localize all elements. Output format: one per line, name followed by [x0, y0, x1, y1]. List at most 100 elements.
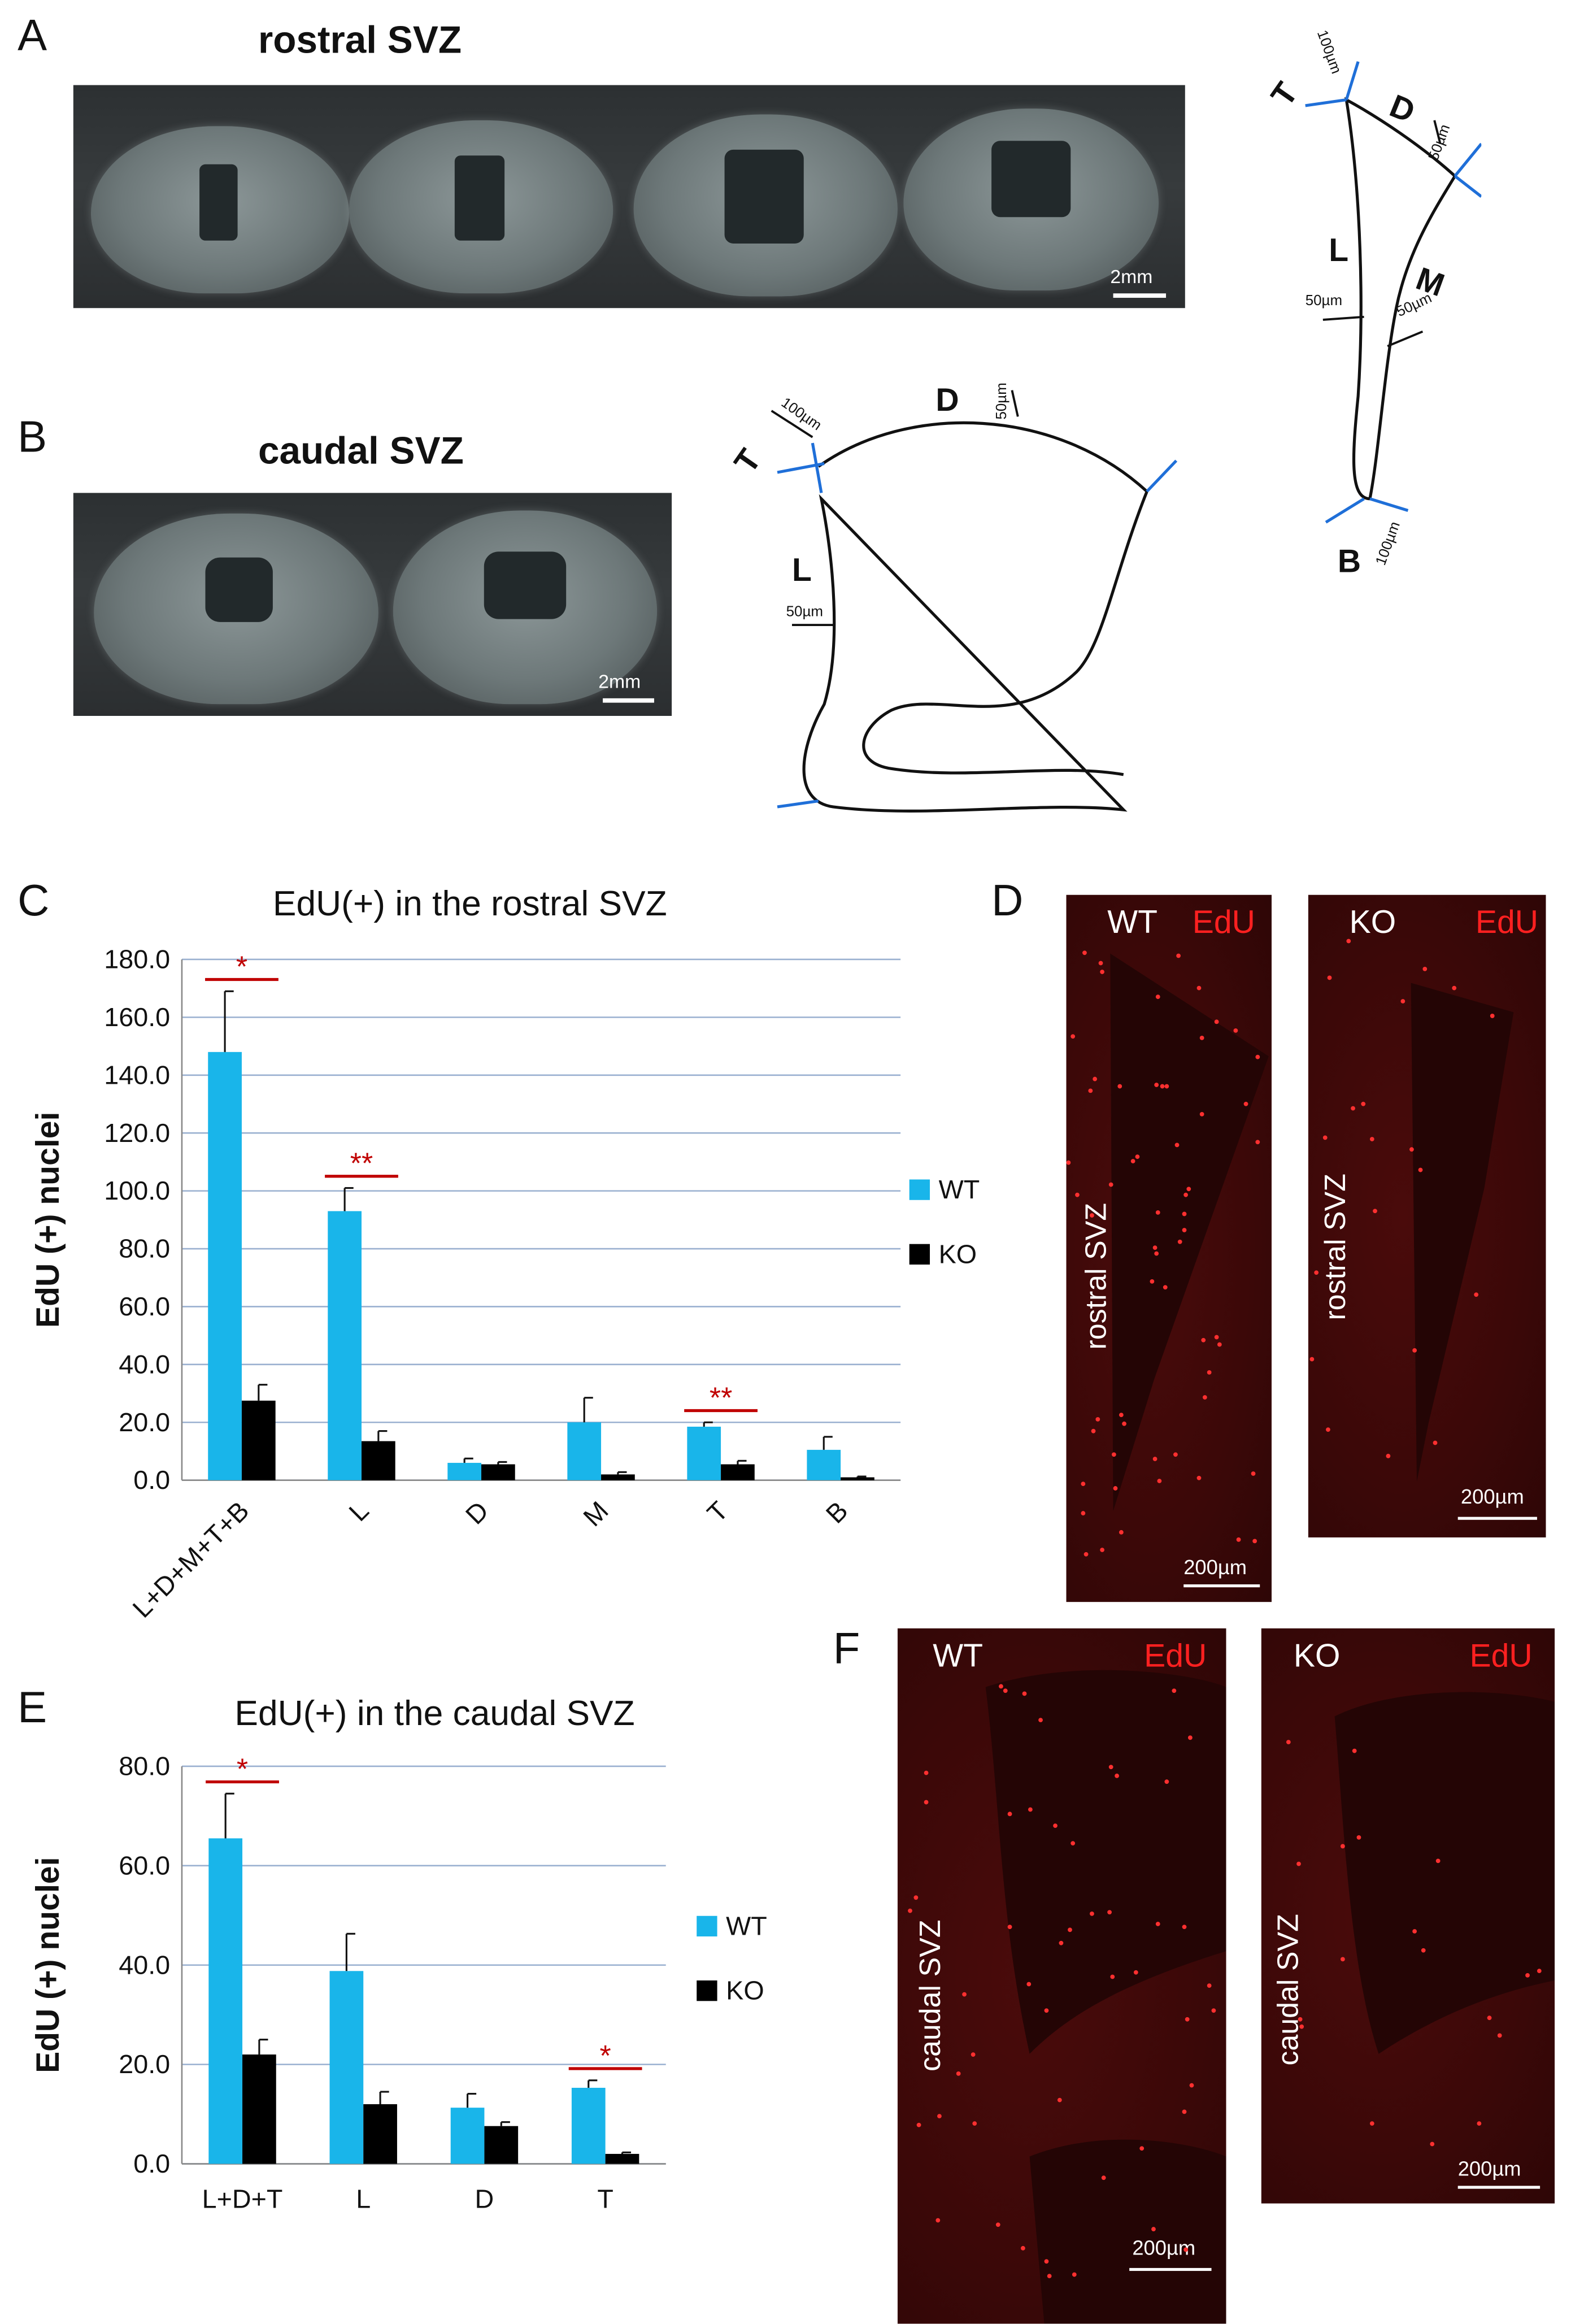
- edu-speckle: [1298, 2017, 1303, 2022]
- edu-speckle: [1164, 1779, 1169, 1784]
- edu-speckle: [1326, 1427, 1330, 1432]
- panel-letter-a: A: [18, 11, 47, 60]
- region-label: T: [1264, 76, 1306, 112]
- region-label: L: [792, 552, 812, 588]
- edu-speckle: [1412, 1348, 1417, 1353]
- panel-letter-b: B: [18, 414, 47, 462]
- wt-label: WT: [1107, 903, 1158, 941]
- rostral-ko-edu-image: KO EdU rostral SVZ 200µm: [1308, 894, 1546, 1537]
- bar-wt: [328, 1211, 362, 1480]
- region-label: L: [1329, 232, 1348, 268]
- edu-speckle: [1187, 1735, 1193, 1740]
- edu-speckle: [1183, 2247, 1188, 2252]
- legend-label: WT: [939, 1175, 980, 1204]
- boundary-marker: [777, 800, 819, 809]
- scale-bar-label: 200µm: [1132, 2235, 1196, 2260]
- dimension-label: 50µm: [786, 602, 823, 619]
- edu-speckle: [1199, 1035, 1204, 1040]
- edu-speckle: [1053, 1823, 1058, 1828]
- edu-speckle: [1090, 1213, 1094, 1218]
- edu-speckle: [1119, 1530, 1124, 1535]
- dimension-label: 50µm: [1306, 292, 1342, 309]
- edu-speckle: [1214, 1335, 1219, 1340]
- edu-speckle: [1177, 1239, 1182, 1244]
- x-tick-label: L: [343, 1496, 374, 1527]
- caudal-slices-photo: 2mm: [73, 493, 672, 716]
- x-tick-label: D: [475, 2184, 494, 2213]
- significance-star: *: [236, 950, 247, 983]
- edu-speckle: [1386, 1453, 1391, 1458]
- ventricle-shape: [1110, 953, 1269, 1511]
- panel-letter-e: E: [18, 1684, 47, 1733]
- edu-speckle: [1163, 1285, 1168, 1290]
- brain-slice: [94, 513, 378, 705]
- edu-speckle: [1174, 1143, 1180, 1148]
- bar-ko: [363, 2104, 397, 2164]
- region-label: B: [1338, 544, 1361, 580]
- edu-speckle: [1098, 961, 1103, 966]
- edu-speckle: [1100, 970, 1105, 974]
- y-axis-label: EdU (+) nuclei: [30, 1857, 66, 2073]
- rostral-svz-label: rostral SVZ: [1081, 1202, 1113, 1350]
- panel-letter-d: D: [991, 877, 1024, 926]
- edu-speckle: [1075, 1192, 1080, 1197]
- edu-speckle: [1047, 2274, 1052, 2279]
- boundary-marker: [1325, 497, 1365, 524]
- edu-label: EdU: [1144, 1637, 1207, 1674]
- ko-label: KO: [1349, 903, 1396, 941]
- chart-title: EdU(+) in the caudal SVZ: [234, 1694, 635, 1734]
- edu-speckle: [1182, 2109, 1187, 2114]
- edu-speckle: [1083, 1552, 1089, 1557]
- edu-speckle: [1201, 1337, 1206, 1343]
- x-tick-label: B: [820, 1496, 854, 1529]
- edu-speckle: [1341, 1957, 1345, 1962]
- edu-speckle: [1021, 2245, 1025, 2251]
- edu-speckle: [1007, 1925, 1012, 1930]
- edu-speckle: [1490, 1014, 1495, 1018]
- edu-speckle: [1091, 1428, 1096, 1434]
- dimension-bar: [1322, 315, 1364, 321]
- edu-speckle: [1038, 1718, 1043, 1723]
- y-tick-label: 40.0: [119, 1349, 170, 1379]
- scale-bar-label: 200µm: [1183, 1555, 1247, 1579]
- bar-wt: [208, 1838, 243, 2164]
- edu-speckle: [1150, 1279, 1155, 1284]
- edu-speckle: [1157, 1479, 1162, 1483]
- edu-speckle: [1369, 2121, 1374, 2126]
- rostral-svz-title: rostral SVZ: [258, 18, 462, 62]
- edu-speckle: [1081, 1511, 1086, 1515]
- edu-speckle: [1352, 1748, 1357, 1753]
- edu-speckle: [1202, 1395, 1207, 1400]
- boundary-marker: [811, 442, 823, 493]
- edu-speckle: [1164, 1084, 1169, 1089]
- edu-speckle: [962, 1992, 967, 1997]
- edu-speckle: [1110, 1974, 1115, 1979]
- edu-speckle: [1251, 1471, 1256, 1476]
- brain-slice: [903, 108, 1159, 291]
- edu-speckle: [1435, 1858, 1441, 1863]
- edu-speckle: [1090, 1911, 1094, 1916]
- edu-speckle: [1152, 1457, 1157, 1461]
- y-tick-label: 40.0: [119, 1950, 170, 1979]
- caudal-wt-edu-image: WT EdU caudal SVZ 200µm: [897, 1628, 1226, 2324]
- y-axis-label: EdU (+) nuclei: [30, 1112, 66, 1328]
- edu-speckle: [1351, 1106, 1355, 1111]
- dimension-label: 50µm: [993, 383, 1009, 419]
- bar-ko: [361, 1441, 395, 1480]
- edu-speckle: [1186, 1187, 1191, 1192]
- y-tick-label: 140.0: [104, 1060, 170, 1089]
- edu-speckle: [995, 2222, 1000, 2227]
- caudal-svz-label: caudal SVZ: [915, 1919, 948, 2071]
- brain-slice: [90, 126, 349, 294]
- legend-label: KO: [726, 1976, 764, 2005]
- edu-speckle: [935, 2218, 941, 2223]
- scale-bar: [1129, 2267, 1212, 2271]
- brain-slice: [393, 510, 658, 705]
- y-tick-label: 60.0: [119, 1850, 170, 1880]
- region-label: D: [1385, 88, 1420, 130]
- edu-speckle: [1433, 1440, 1438, 1445]
- y-tick-label: 60.0: [119, 1292, 170, 1321]
- edu-speckle: [1100, 1548, 1105, 1552]
- edu-speckle: [1322, 1135, 1328, 1140]
